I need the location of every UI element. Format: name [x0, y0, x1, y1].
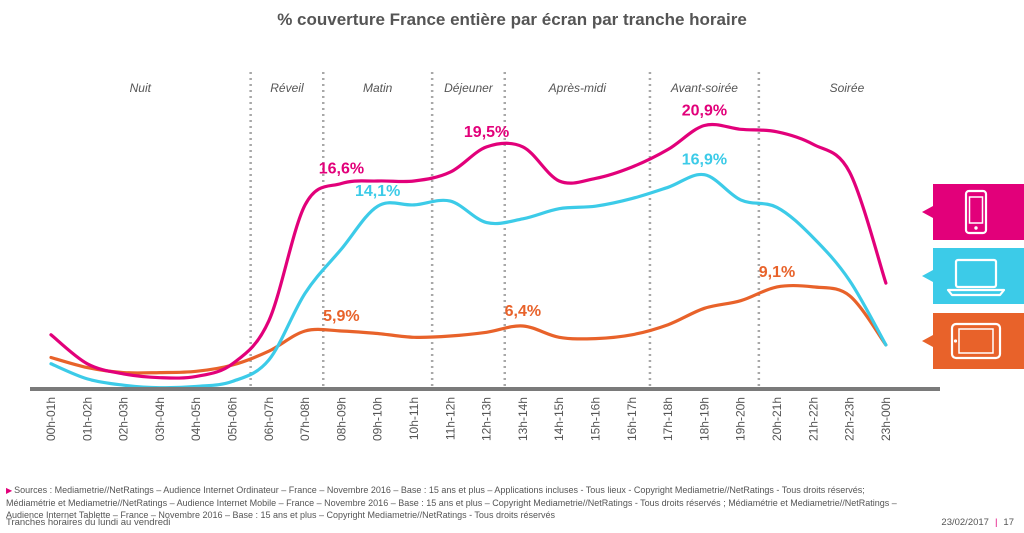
x-tick-label: 16h-17h: [625, 397, 639, 441]
tablet-screen: [958, 328, 994, 354]
data-labels: 16,6% 19,5% 20,9% 14,1% 16,9% 5,9% 6,4% 9,1%: [319, 102, 796, 325]
x-tick-label: 04h-05h: [189, 397, 203, 441]
x-tick-label: 14h-15h: [552, 397, 566, 441]
x-tick-labels: 00h-01h 01h-02h 02h-03h 03h-04h 04h-05h 05h-0…: [44, 397, 893, 441]
x-tick-label: 11h-12h: [443, 397, 457, 440]
x-tick-label: 12h-13h: [480, 397, 494, 441]
smartphone-screen: [968, 196, 984, 224]
sources-note: ▶ Sources : Mediametrie//NetRatings – Aud…: [6, 484, 906, 521]
data-label-tablette: 9,1%: [759, 264, 795, 281]
laptop-screen: [954, 258, 998, 289]
laptop-base: [946, 288, 1006, 297]
series-lines: [49, 122, 888, 390]
legend-badge-shape: [922, 184, 1024, 240]
series-line-mobile: [49, 122, 888, 380]
x-tick-label: 06h-07h: [262, 397, 276, 441]
legend-badge-ordinateur: [922, 248, 1024, 304]
x-tick-label: 13h-14h: [516, 397, 530, 441]
data-label-ordinateur: 16,9%: [682, 152, 727, 169]
x-tick-label: 23h-00h: [879, 397, 893, 441]
x-tick-label: 10h-11h: [407, 397, 421, 440]
data-label-tablette: 5,9%: [323, 308, 359, 325]
x-tick-label: 20h-21h: [770, 397, 784, 441]
x-tick-label: 22h-23h: [843, 397, 857, 441]
x-tick-label: 09h-10h: [371, 397, 385, 441]
chart-title: % couverture France entière par écran pa…: [277, 10, 747, 29]
legend-badges: [922, 184, 1024, 369]
data-label-tablette: 6,4%: [505, 303, 541, 320]
sources-text: Sources : Mediametrie//NetRatings – Audi…: [6, 485, 897, 520]
period-label: Réveil: [270, 81, 304, 95]
data-label-ordinateur: 14,1%: [355, 183, 400, 200]
pipe-separator: |: [994, 517, 998, 528]
period-label: Avant-soirée: [670, 81, 738, 95]
smartphone-icon: [964, 189, 988, 235]
x-tick-label: 18h-19h: [697, 397, 711, 441]
period-label: Déjeuner: [444, 81, 494, 95]
laptop-icon: [946, 258, 1006, 297]
x-tick-label: 17h-18h: [661, 397, 675, 441]
tablet-button: [953, 339, 958, 343]
x-tick-label: 19h-20h: [734, 397, 748, 441]
tablet-body: [950, 322, 1002, 360]
x-tick-label: 21h-22h: [806, 397, 820, 441]
period-label: Nuit: [130, 81, 152, 95]
x-tick-label: 02h-03h: [117, 397, 131, 441]
x-tick-label: 03h-04h: [153, 397, 167, 441]
period-label: Soirée: [830, 81, 865, 95]
x-tick-label: 05h-06h: [226, 397, 240, 441]
x-tick-label: 07h-08h: [298, 397, 312, 441]
period-separators: [249, 72, 761, 389]
period-labels: Nuit Réveil Matin Déjeuner Après-midi Avant-s…: [130, 81, 865, 95]
legend-badge-shape: [922, 313, 1024, 369]
bullet-arrow-icon: ▶: [6, 486, 13, 495]
data-label-mobile: 20,9%: [682, 102, 727, 119]
data-label-mobile: 16,6%: [319, 160, 364, 177]
time-slots-note: Tranches horaires du lundi au vendredi: [6, 517, 171, 528]
series-line-tablette: [49, 283, 888, 375]
x-tick-label: 01h-02h: [80, 397, 94, 441]
x-tick-label: 15h-16h: [589, 397, 603, 441]
x-tick-label: 08h-09h: [334, 397, 348, 441]
date-page: 23/02/2017 | 17: [941, 517, 1014, 528]
smartphone-body: [964, 189, 988, 235]
report-date: 23/02/2017: [941, 517, 989, 528]
series-line-ordinateur: [49, 172, 888, 390]
tablet-icon: [950, 322, 1002, 360]
legend-badge-tablette: [922, 313, 1024, 369]
data-label-mobile: 19,5%: [464, 124, 509, 141]
legend-badge-mobile: [922, 184, 1024, 240]
period-label: Matin: [363, 81, 393, 95]
page-number: 17: [1003, 517, 1014, 528]
x-tick-label: 00h-01h: [44, 397, 58, 441]
period-label: Après-midi: [548, 81, 607, 95]
smartphone-button: [974, 226, 978, 230]
